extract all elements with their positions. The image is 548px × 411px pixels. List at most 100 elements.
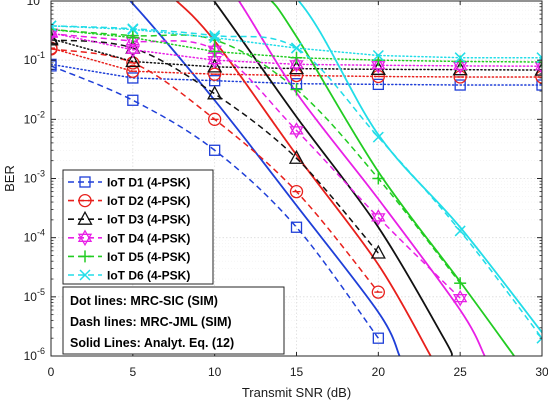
series-d5-jml-point bbox=[290, 83, 303, 96]
series-d6-sic-point bbox=[536, 52, 542, 64]
marker-triangle-up bbox=[125, 41, 141, 54]
series-d2-jml-point bbox=[371, 285, 385, 299]
marker-triangle-up bbox=[371, 209, 386, 222]
marker-d2 bbox=[372, 131, 384, 143]
series-d6-jml-point bbox=[209, 30, 221, 42]
series-d6-sic-point bbox=[454, 52, 466, 64]
series-d6-jml-point bbox=[51, 20, 57, 32]
series-d6-jml-point bbox=[536, 332, 542, 344]
legend-label-d6: IoT D6 (4-PSK) bbox=[107, 269, 190, 283]
series-d5-jml-point bbox=[372, 172, 385, 185]
series-d5-analytical-solid bbox=[270, 1, 515, 356]
marker-ring bbox=[535, 70, 542, 84]
series-d3-sic-point bbox=[125, 53, 141, 68]
legend-box bbox=[62, 169, 214, 285]
series-d2-jml-point bbox=[51, 42, 58, 56]
legend-entry-d2: IoT D2 (4-PSK) bbox=[68, 193, 190, 208]
x-tick-label: 10 bbox=[208, 365, 222, 379]
x-tick-label: 25 bbox=[453, 365, 467, 379]
marker-triangle-down bbox=[371, 213, 386, 226]
series-d1-jml-point bbox=[127, 94, 139, 106]
legend-entry-d5: IoT D5 (4-PSK) bbox=[68, 250, 190, 264]
legend-label-d1: IoT D1 (4-PSK) bbox=[107, 176, 190, 190]
marker-d2 bbox=[79, 269, 91, 281]
marker-ring bbox=[51, 42, 58, 56]
markers bbox=[51, 20, 542, 344]
series-d3-sic-point bbox=[452, 61, 468, 76]
marker-triangle-up bbox=[534, 57, 542, 71]
note-dot-lines: Dot lines: MRC-SIC (SIM) bbox=[70, 294, 218, 308]
x-tick-label: 5 bbox=[129, 365, 136, 379]
series-d2-sic-point bbox=[453, 70, 467, 84]
marker-triangle-up bbox=[125, 32, 141, 46]
series-d6-sic-point bbox=[372, 49, 384, 62]
marker-d1 bbox=[536, 52, 542, 59]
y-tick-label: 10-5 bbox=[24, 287, 45, 304]
marker-d2 bbox=[454, 225, 466, 237]
series-d4-jml-point bbox=[371, 209, 386, 226]
series-d2-jml-point bbox=[208, 112, 222, 126]
series-d6-jml-point bbox=[290, 42, 303, 54]
series-d6-jml-point bbox=[372, 131, 384, 143]
marker-ring bbox=[126, 64, 140, 78]
series-d5-jml-point bbox=[454, 277, 467, 290]
series-d6-jml-point bbox=[127, 23, 139, 35]
legend-label-d5: IoT D5 (4-PSK) bbox=[107, 250, 190, 264]
marker-ring bbox=[371, 69, 385, 84]
series-d1-jml-point bbox=[51, 60, 57, 72]
series-d5-sic-point bbox=[208, 45, 221, 58]
marker-d2 bbox=[372, 49, 384, 62]
axis-ticks: 0 5 10 15 20 25 30 100 10-1 10-2 10-3 10-4 10-5 10-6 bbox=[24, 0, 548, 379]
marker-ring bbox=[453, 70, 467, 84]
data-series bbox=[51, 1, 542, 356]
marker-triangle-up bbox=[289, 122, 304, 135]
marker-ring bbox=[208, 112, 222, 126]
marker-triangle-down bbox=[77, 233, 93, 247]
marker-triangle-up bbox=[289, 56, 304, 69]
series-d4-jml-dashed bbox=[51, 32, 461, 299]
marker-d1 bbox=[51, 24, 57, 32]
marker-d2 bbox=[536, 56, 542, 64]
series-d6-analytical-solid bbox=[297, 1, 542, 334]
marker-d2 bbox=[209, 32, 221, 44]
series-d6-jml-point bbox=[454, 225, 466, 237]
marker-d2 bbox=[51, 20, 57, 27]
marker-triangle-down bbox=[452, 294, 468, 307]
series-d4-analytical-solid bbox=[237, 1, 486, 356]
y-tick-label: 10-1 bbox=[24, 50, 45, 67]
marker-triangle-up bbox=[452, 57, 468, 71]
series-d4-jml-point bbox=[289, 122, 304, 139]
series-d1-sic-point bbox=[127, 72, 139, 84]
series-d3-analytical-solid bbox=[213, 1, 453, 356]
note-dash-lines: Dash lines: MRC-JML (SIM) bbox=[70, 315, 232, 329]
series-d3-jml-point bbox=[51, 31, 59, 46]
series-d2-jml-point bbox=[289, 184, 304, 199]
x-tick-label: 0 bbox=[48, 365, 55, 379]
legend-label-d3: IoT D3 (4-PSK) bbox=[107, 213, 190, 227]
series-d3-jml-point bbox=[370, 244, 386, 259]
x-axis-label: Transmit SNR (dB) bbox=[242, 385, 351, 400]
marker-triangle-up bbox=[51, 25, 59, 38]
legend-entry-d3: IoT D3 (4-PSK) bbox=[68, 210, 190, 227]
legend-marker-d6 bbox=[79, 269, 91, 281]
marker-triangle-up bbox=[207, 51, 222, 65]
line-style-note-box bbox=[62, 286, 285, 355]
marker-ring bbox=[289, 184, 304, 199]
marker-triangle-up bbox=[77, 229, 93, 242]
marker-triangle-down bbox=[51, 29, 59, 43]
series-d1-sic-point bbox=[536, 79, 542, 91]
series-d6-sic-point bbox=[209, 32, 221, 44]
series-d2-sic-point bbox=[289, 68, 304, 83]
series-d5-jml-point bbox=[126, 29, 139, 42]
x-tick-label: 15 bbox=[290, 365, 304, 379]
marker-d2 bbox=[454, 52, 466, 64]
line-style-note: Dot lines: MRC-SIC (SIM) Dash lines: MRC… bbox=[62, 286, 285, 355]
series-d1-jml-dashed bbox=[51, 65, 379, 339]
marker-triangle-up bbox=[452, 289, 468, 303]
marker-ring bbox=[78, 193, 92, 208]
marker-triangle-down bbox=[125, 45, 141, 59]
legend-marker-d2 bbox=[78, 193, 92, 208]
legend-marker-d3 bbox=[77, 210, 93, 225]
marker-d2 bbox=[209, 30, 221, 42]
